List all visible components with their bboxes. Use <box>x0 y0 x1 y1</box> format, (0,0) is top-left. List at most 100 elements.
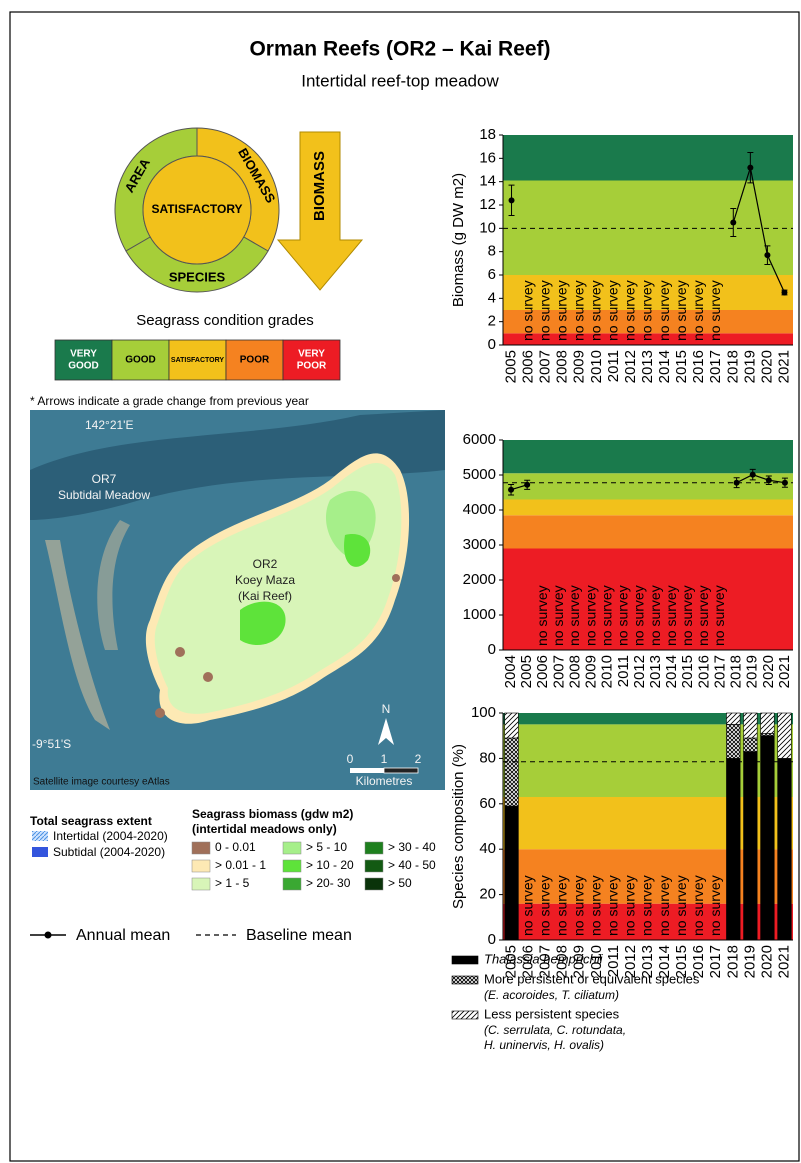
legend-label: Baseline mean <box>246 927 352 944</box>
biomass-legend-subtitle: (intertidal meadows only) <box>192 822 337 836</box>
x-tick-label: 2009 <box>571 350 588 383</box>
grade-band <box>503 515 793 548</box>
legend-label: > 50 <box>388 876 412 890</box>
bar-segment <box>505 713 519 738</box>
grade-label: POOR <box>240 355 270 366</box>
x-tick-label: 2020 <box>758 350 775 383</box>
x-tick-label: 2010 <box>588 350 605 383</box>
x-tick-label: 2014 <box>656 350 673 383</box>
annotation: no survey <box>566 585 582 646</box>
annotation: no survey <box>553 875 569 936</box>
grade-band <box>503 440 793 473</box>
legend-swatch <box>192 842 210 854</box>
y-tick-label: 3000 <box>463 536 496 553</box>
bar-segment <box>726 758 740 940</box>
scale-label: 0 <box>347 752 354 766</box>
annotation: no survey <box>582 585 598 646</box>
biomass-legend-title: Seagrass biomass (gdw m2) <box>192 807 353 821</box>
x-tick-label: 2006 <box>520 350 537 383</box>
map-label: (Kai Reef) <box>238 589 292 603</box>
bar-segment <box>726 724 740 758</box>
legend-swatch <box>283 842 301 854</box>
x-tick-label: 2019 <box>741 350 758 383</box>
x-tick-label: 2018 <box>724 350 741 383</box>
y-tick-label: 0 <box>488 641 496 658</box>
annotation: no survey <box>598 585 614 646</box>
legend-swatch <box>192 860 210 872</box>
legend-label: > 5 - 10 <box>306 840 347 854</box>
y-tick-label: 6000 <box>463 431 496 448</box>
data-point <box>750 472 756 478</box>
figure: Orman Reefs (OR2 – Kai Reef) Intertidal … <box>0 0 801 1163</box>
x-tick-label: 2021 <box>776 655 793 688</box>
annotation: no survey <box>656 875 672 936</box>
map-meadow-patch <box>203 672 213 682</box>
annotation: no survey <box>673 875 689 936</box>
x-tick-label: 2007 <box>550 655 567 688</box>
annotation: no survey <box>656 280 672 341</box>
y-axis-label: Biomass (g DW m2) <box>450 173 467 307</box>
annotation: no survey <box>639 875 655 936</box>
annotation: no survey <box>663 585 679 646</box>
map-label: Koey Maza <box>235 573 295 587</box>
bar-segment <box>761 733 775 735</box>
bar-segment <box>744 713 758 738</box>
annotation: no survey <box>707 280 723 341</box>
x-tick-label: 2017 <box>707 945 724 978</box>
x-tick-label: 2016 <box>695 655 712 688</box>
grade-label: GOOD <box>68 361 99 372</box>
scale-label: 2 <box>415 752 422 766</box>
annotation: no survey <box>536 875 552 936</box>
grades-title: Seagrass condition grades <box>136 312 314 329</box>
map-meadow-patch <box>392 574 400 582</box>
x-tick-label: 2007 <box>537 350 554 383</box>
y-tick-label: 40 <box>479 840 496 857</box>
y-tick-label: 5000 <box>463 466 496 483</box>
annotation: no survey <box>639 280 655 341</box>
legend-note: (C. serrulata, C. rotundata, <box>484 1023 626 1037</box>
wheel-center-label: SATISFACTORY <box>151 202 242 216</box>
data-point <box>781 290 787 296</box>
legend-note: (E. acoroides, T. ciliatum) <box>484 988 619 1002</box>
data-point <box>730 220 736 226</box>
annotation: no survey <box>615 585 631 646</box>
x-tick-label: 2006 <box>534 655 551 688</box>
legend-swatch <box>452 1011 478 1019</box>
annotation: no survey <box>588 875 604 936</box>
x-tick-label: 2005 <box>518 655 535 688</box>
x-tick-label: 2020 <box>758 945 775 978</box>
annotation: no survey <box>588 280 604 341</box>
annotation: no survey <box>707 875 723 936</box>
annotation: no survey <box>622 875 638 936</box>
extent-legend-title: Total seagrass extent <box>30 814 152 828</box>
legend-marker <box>45 932 52 939</box>
title: Orman Reefs (OR2 – Kai Reef) <box>249 38 550 61</box>
bar-segment <box>744 752 758 940</box>
x-tick-label: 2019 <box>744 655 761 688</box>
legend-swatch <box>365 878 383 890</box>
y-tick-label: 4 <box>488 289 496 306</box>
grade-note: * Arrows indicate a grade change from pr… <box>30 394 309 408</box>
x-tick-label: 2018 <box>728 655 745 688</box>
legend-swatch <box>283 878 301 890</box>
scale-bar <box>350 768 384 773</box>
bar-segment <box>744 738 758 752</box>
annotation: no survey <box>605 875 621 936</box>
grade-label: POOR <box>297 361 327 372</box>
x-tick-label: 2011 <box>605 350 622 382</box>
annotation: no survey <box>536 280 552 341</box>
annotation: no survey <box>631 585 647 646</box>
legend-label: 0 - 0.01 <box>215 840 256 854</box>
annotation: no survey <box>673 280 689 341</box>
x-tick-label: 2010 <box>599 655 616 688</box>
annotation: no survey <box>519 875 535 936</box>
x-tick-label: 2013 <box>639 350 656 383</box>
bar-segment <box>726 713 740 724</box>
legend-label: > 0.01 - 1 <box>215 858 266 872</box>
y-tick-label: 100 <box>471 704 496 721</box>
x-tick-label: 2019 <box>741 945 758 978</box>
bar-segment <box>778 758 792 940</box>
scale-bar <box>384 768 418 773</box>
grades-bar: VERYGOODGOODSATISFACTORYPOORVERYPOOR <box>55 340 340 380</box>
